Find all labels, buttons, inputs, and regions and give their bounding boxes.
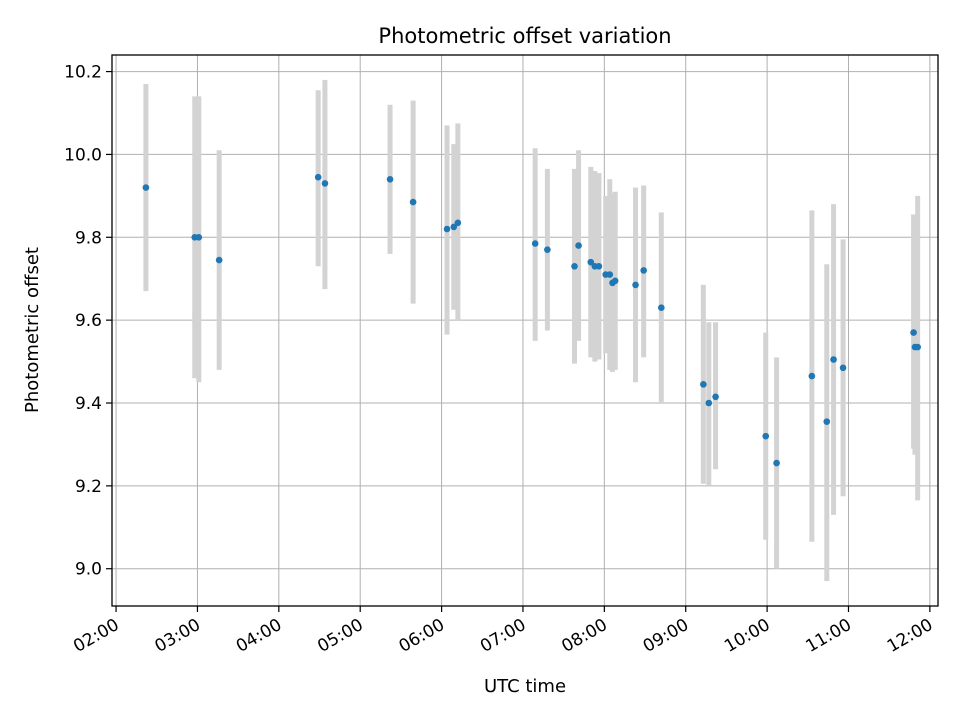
data-point [705, 399, 713, 407]
y-tick-label: 9.6 [75, 311, 102, 331]
data-point [700, 381, 707, 388]
data-point [910, 329, 917, 336]
x-axis: 02:00 03:00 04:00 05:00 06:00 07:00 08:00 09:00… [70, 606, 936, 657]
data-point [606, 271, 614, 278]
y-tick-label: 9.4 [75, 394, 102, 414]
data-point [142, 184, 150, 191]
data-point [386, 175, 394, 183]
y-tick-label: 10.0 [64, 145, 102, 165]
y-axis: 9.0 9.2 9.4 9.6 9.8 10.0 10.2 [64, 63, 112, 580]
plot-frame [111, 54, 939, 607]
data-point [808, 372, 816, 380]
data-point [314, 173, 322, 181]
data-points [142, 173, 921, 467]
x-axis-label: UTC time [484, 676, 566, 697]
x-tick-label: 08:00 [558, 615, 610, 657]
x-tick-label: 09:00 [640, 615, 692, 657]
data-point [611, 277, 619, 285]
data-point [443, 225, 451, 233]
y-axis-label: Photometric offset [22, 247, 43, 413]
y-tick-label: 10.2 [64, 63, 102, 83]
data-point [830, 356, 837, 363]
y-tick-label: 9.0 [75, 560, 102, 580]
data-point [571, 262, 578, 270]
data-point [914, 343, 921, 351]
data-point [839, 364, 847, 372]
y-tick-label: 9.2 [75, 477, 102, 497]
data-point [712, 393, 719, 401]
data-point [823, 418, 831, 425]
grid [112, 55, 938, 606]
error-bars [143, 79, 921, 582]
data-point [215, 256, 223, 264]
data-point [321, 180, 329, 187]
x-tick-label: 02:00 [70, 615, 122, 657]
x-tick-label: 07:00 [477, 615, 529, 657]
data-point [450, 223, 458, 231]
y-tick-label: 9.8 [75, 228, 102, 248]
x-tick-label: 12:00 [884, 615, 936, 657]
data-point [531, 240, 539, 247]
x-tick-label: 04:00 [233, 615, 285, 657]
x-tick-label: 11:00 [803, 615, 855, 657]
data-point [773, 459, 780, 467]
x-tick-label: 10:00 [721, 615, 773, 657]
data-point [587, 258, 595, 266]
data-point [409, 198, 417, 206]
data-point [632, 281, 639, 289]
x-tick-label: 03:00 [152, 615, 204, 657]
data-point [575, 242, 582, 249]
data-point [195, 233, 203, 241]
data-point [762, 432, 770, 440]
data-point [544, 246, 551, 254]
data-point [658, 304, 665, 312]
chart-title: Photometric offset variation [378, 24, 671, 48]
data-point [595, 262, 603, 270]
x-tick-label: 06:00 [396, 615, 448, 657]
x-tick-label: 05:00 [314, 615, 366, 657]
data-point [640, 267, 647, 274]
data-point [454, 219, 462, 227]
